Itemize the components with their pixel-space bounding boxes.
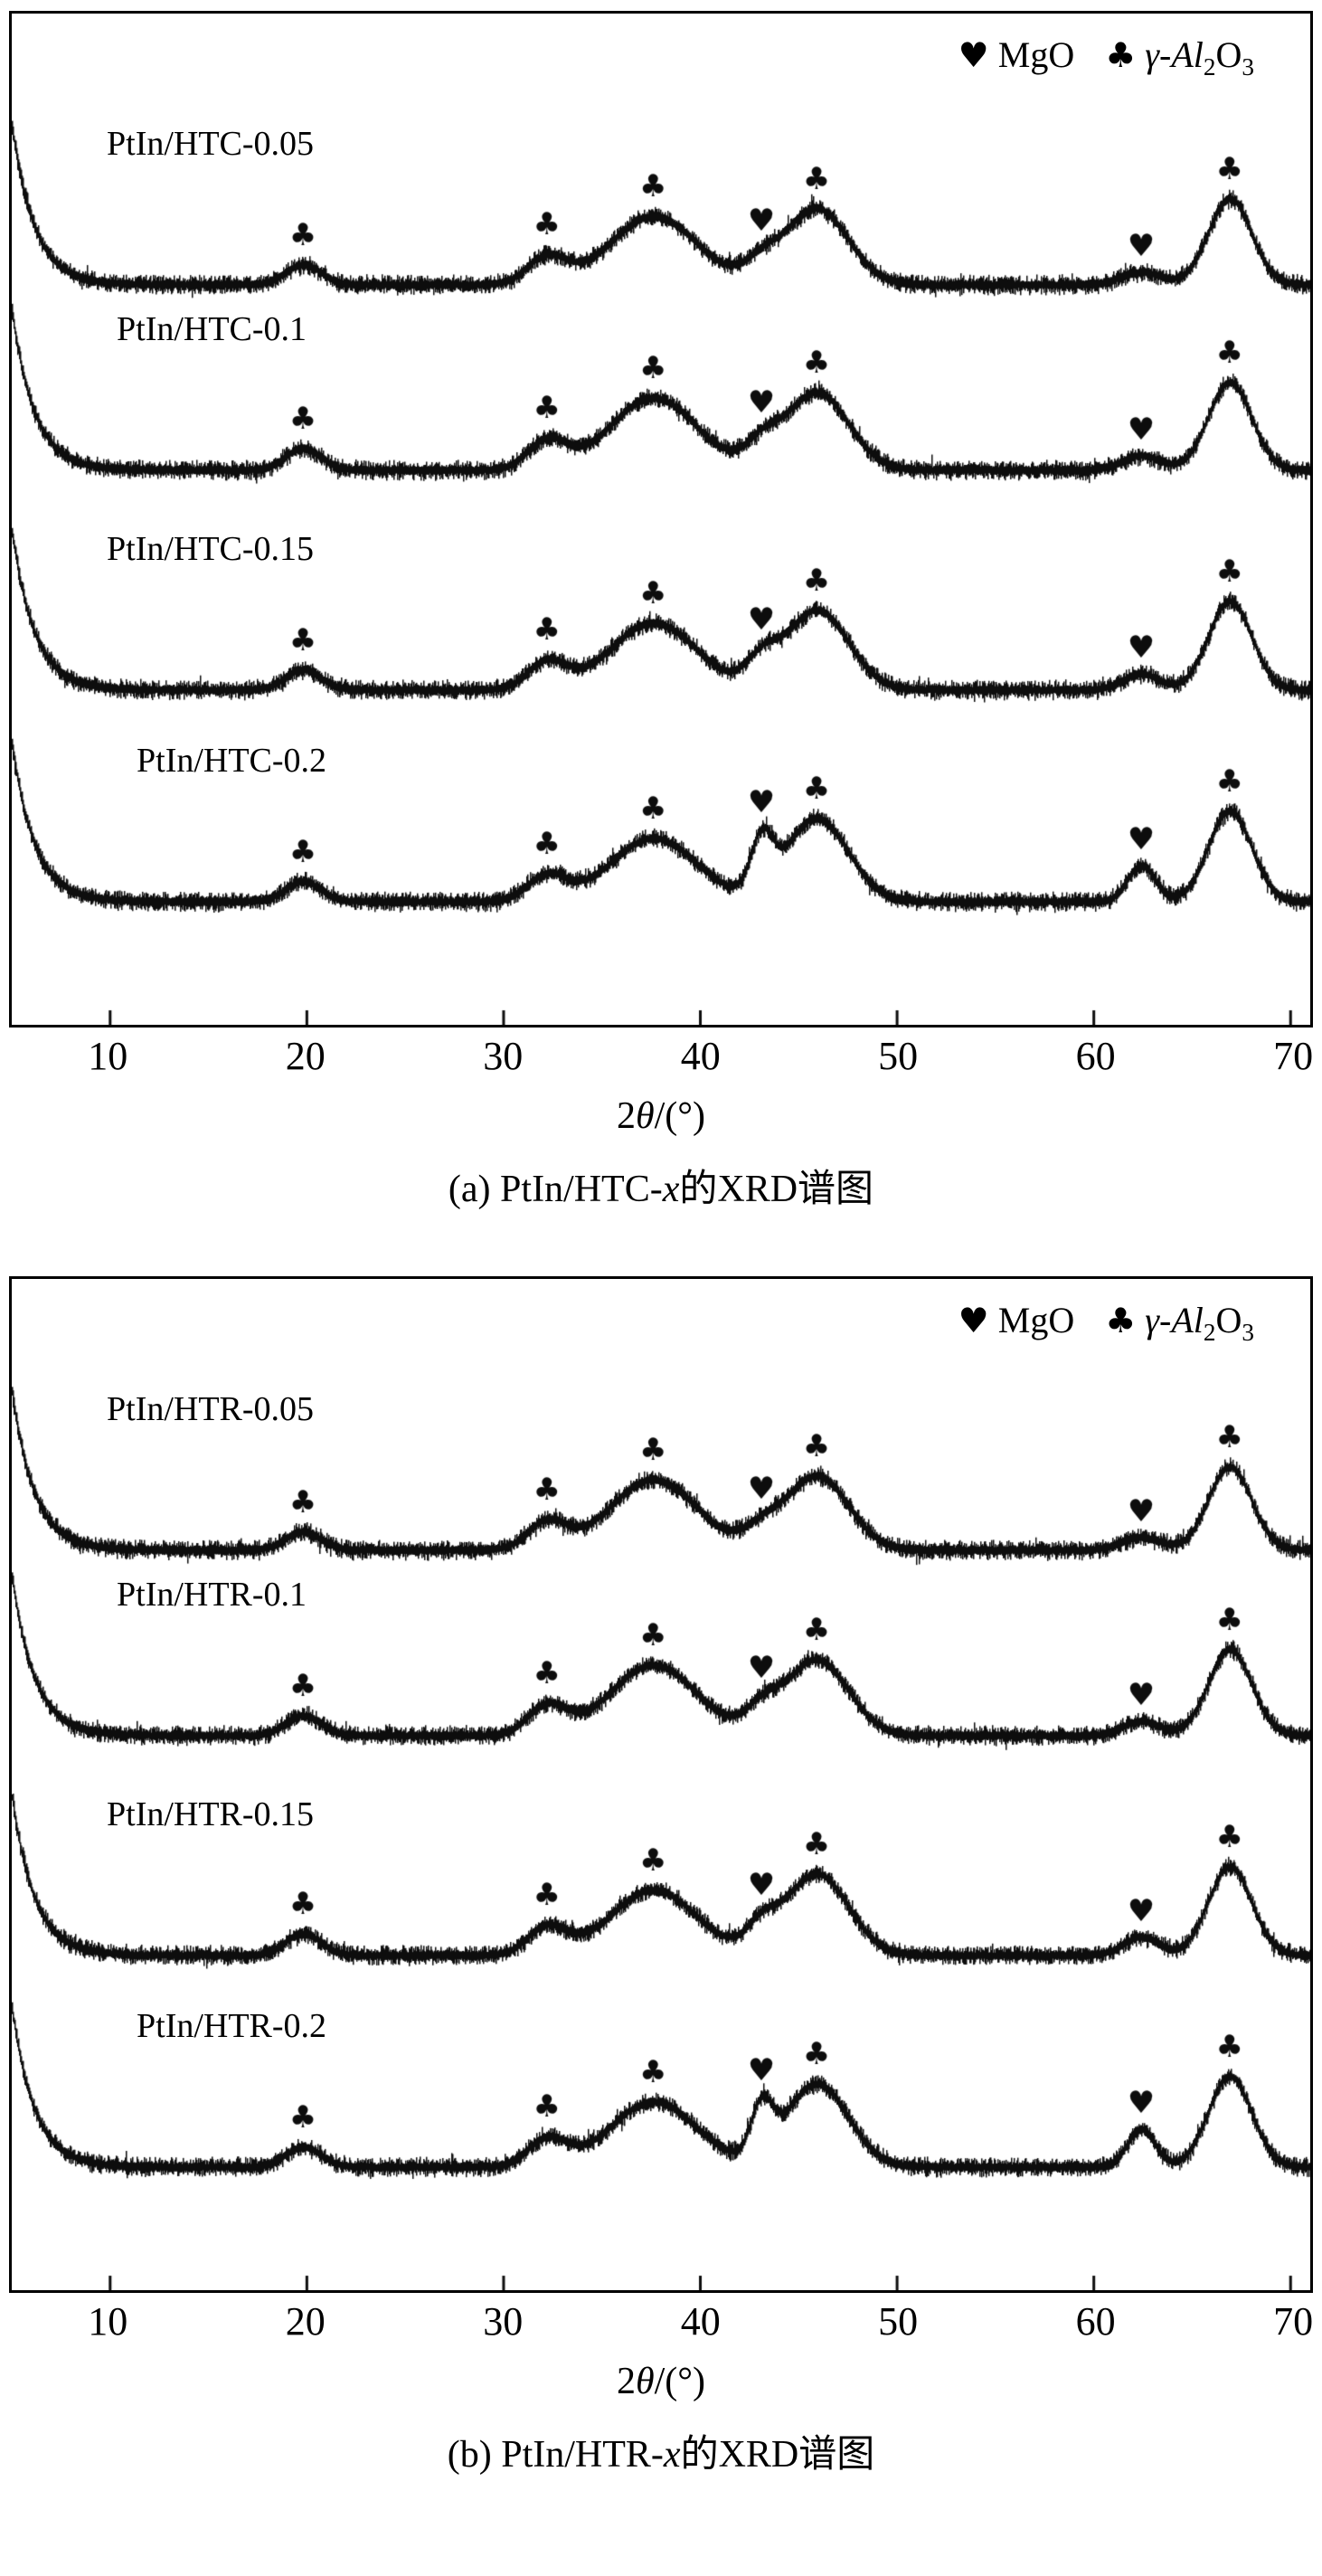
x-tick-label: 10: [88, 1034, 128, 1078]
x-tick-label: 40: [680, 2299, 721, 2344]
x-tick-label: 70: [1273, 2299, 1314, 2344]
panel-a: ♥ MgO ♣ γ-Al2O3 PtIn/HTC-0.05 PtIn/HTC-0.1 Pt…: [0, 11, 1322, 1213]
heart-icon: ♥: [958, 1301, 989, 1340]
x-tick-label: 60: [1075, 1034, 1116, 1078]
legend-label-al2o3: γ-Al2O3: [1145, 34, 1254, 80]
heart-icon: ♥: [958, 35, 989, 75]
x-tick-label: 20: [285, 1034, 326, 1078]
trace-label: PtIn/HTC-0.15: [107, 530, 315, 568]
legend-label-mgo: MgO: [997, 34, 1075, 75]
trace-label: PtIn/HTC-0.2: [137, 742, 327, 780]
club-icon: ♣: [1105, 35, 1137, 75]
trace-label: PtIn/HTC-0.1: [117, 310, 307, 348]
x-axis-label-b: 2θ/(°): [616, 2361, 706, 2402]
caption-b: (b) PtIn/HTR-x的XRD谱图: [447, 2434, 875, 2476]
x-tick-label: 40: [680, 1034, 721, 1078]
legend-label-al2o3: γ-Al2O3: [1145, 1300, 1254, 1346]
trace-label: PtIn/HTR-0.1: [117, 1576, 307, 1614]
x-tick-label: 70: [1273, 1034, 1314, 1078]
xrd-canvas-b: [12, 1279, 1310, 2290]
plot-area-a: ♥ MgO ♣ γ-Al2O3 PtIn/HTC-0.05 PtIn/HTC-0.1 Pt…: [9, 11, 1313, 1028]
x-tick-label: 30: [483, 1034, 524, 1078]
x-tick-label: 30: [483, 2299, 524, 2344]
panel-b: ♥ MgO ♣ γ-Al2O3 PtIn/HTR-0.05 PtIn/HTR-0.1 Pt…: [0, 1276, 1322, 2478]
x-axis-label-a: 2θ/(°): [616, 1095, 706, 1137]
x-tick-label: 60: [1075, 2299, 1116, 2344]
x-tick-label: 50: [878, 1034, 919, 1078]
x-tick-label: 20: [285, 2299, 326, 2344]
plot-area-b: ♥ MgO ♣ γ-Al2O3 PtIn/HTR-0.05 PtIn/HTR-0.1 Pt…: [9, 1276, 1313, 2293]
caption-a: (a) PtIn/HTC-x的XRD谱图: [448, 1169, 874, 1210]
legend-b: ♥ MgO ♣ γ-Al2O3: [958, 1299, 1285, 1347]
x-tick-label: 50: [878, 2299, 919, 2344]
trace-label: PtIn/HTR-0.15: [107, 1795, 315, 1833]
xrd-canvas-a: [12, 14, 1310, 1025]
x-axis-b: 10 20 30 40 50 60 70: [9, 2298, 1313, 2351]
x-axis-a: 10 20 30 40 50 60 70: [9, 1033, 1313, 1085]
club-icon: ♣: [1105, 1301, 1137, 1340]
x-tick-label: 10: [88, 2299, 128, 2344]
trace-label: PtIn/HTR-0.05: [107, 1390, 315, 1428]
xrd-figure: ♥ MgO ♣ γ-Al2O3 PtIn/HTC-0.05 PtIn/HTC-0.1 Pt…: [0, 11, 1322, 2478]
legend-a: ♥ MgO ♣ γ-Al2O3: [958, 33, 1285, 81]
trace-label: PtIn/HTC-0.05: [107, 125, 315, 163]
legend-label-mgo: MgO: [997, 1300, 1075, 1340]
trace-label: PtIn/HTR-0.2: [137, 2007, 327, 2045]
